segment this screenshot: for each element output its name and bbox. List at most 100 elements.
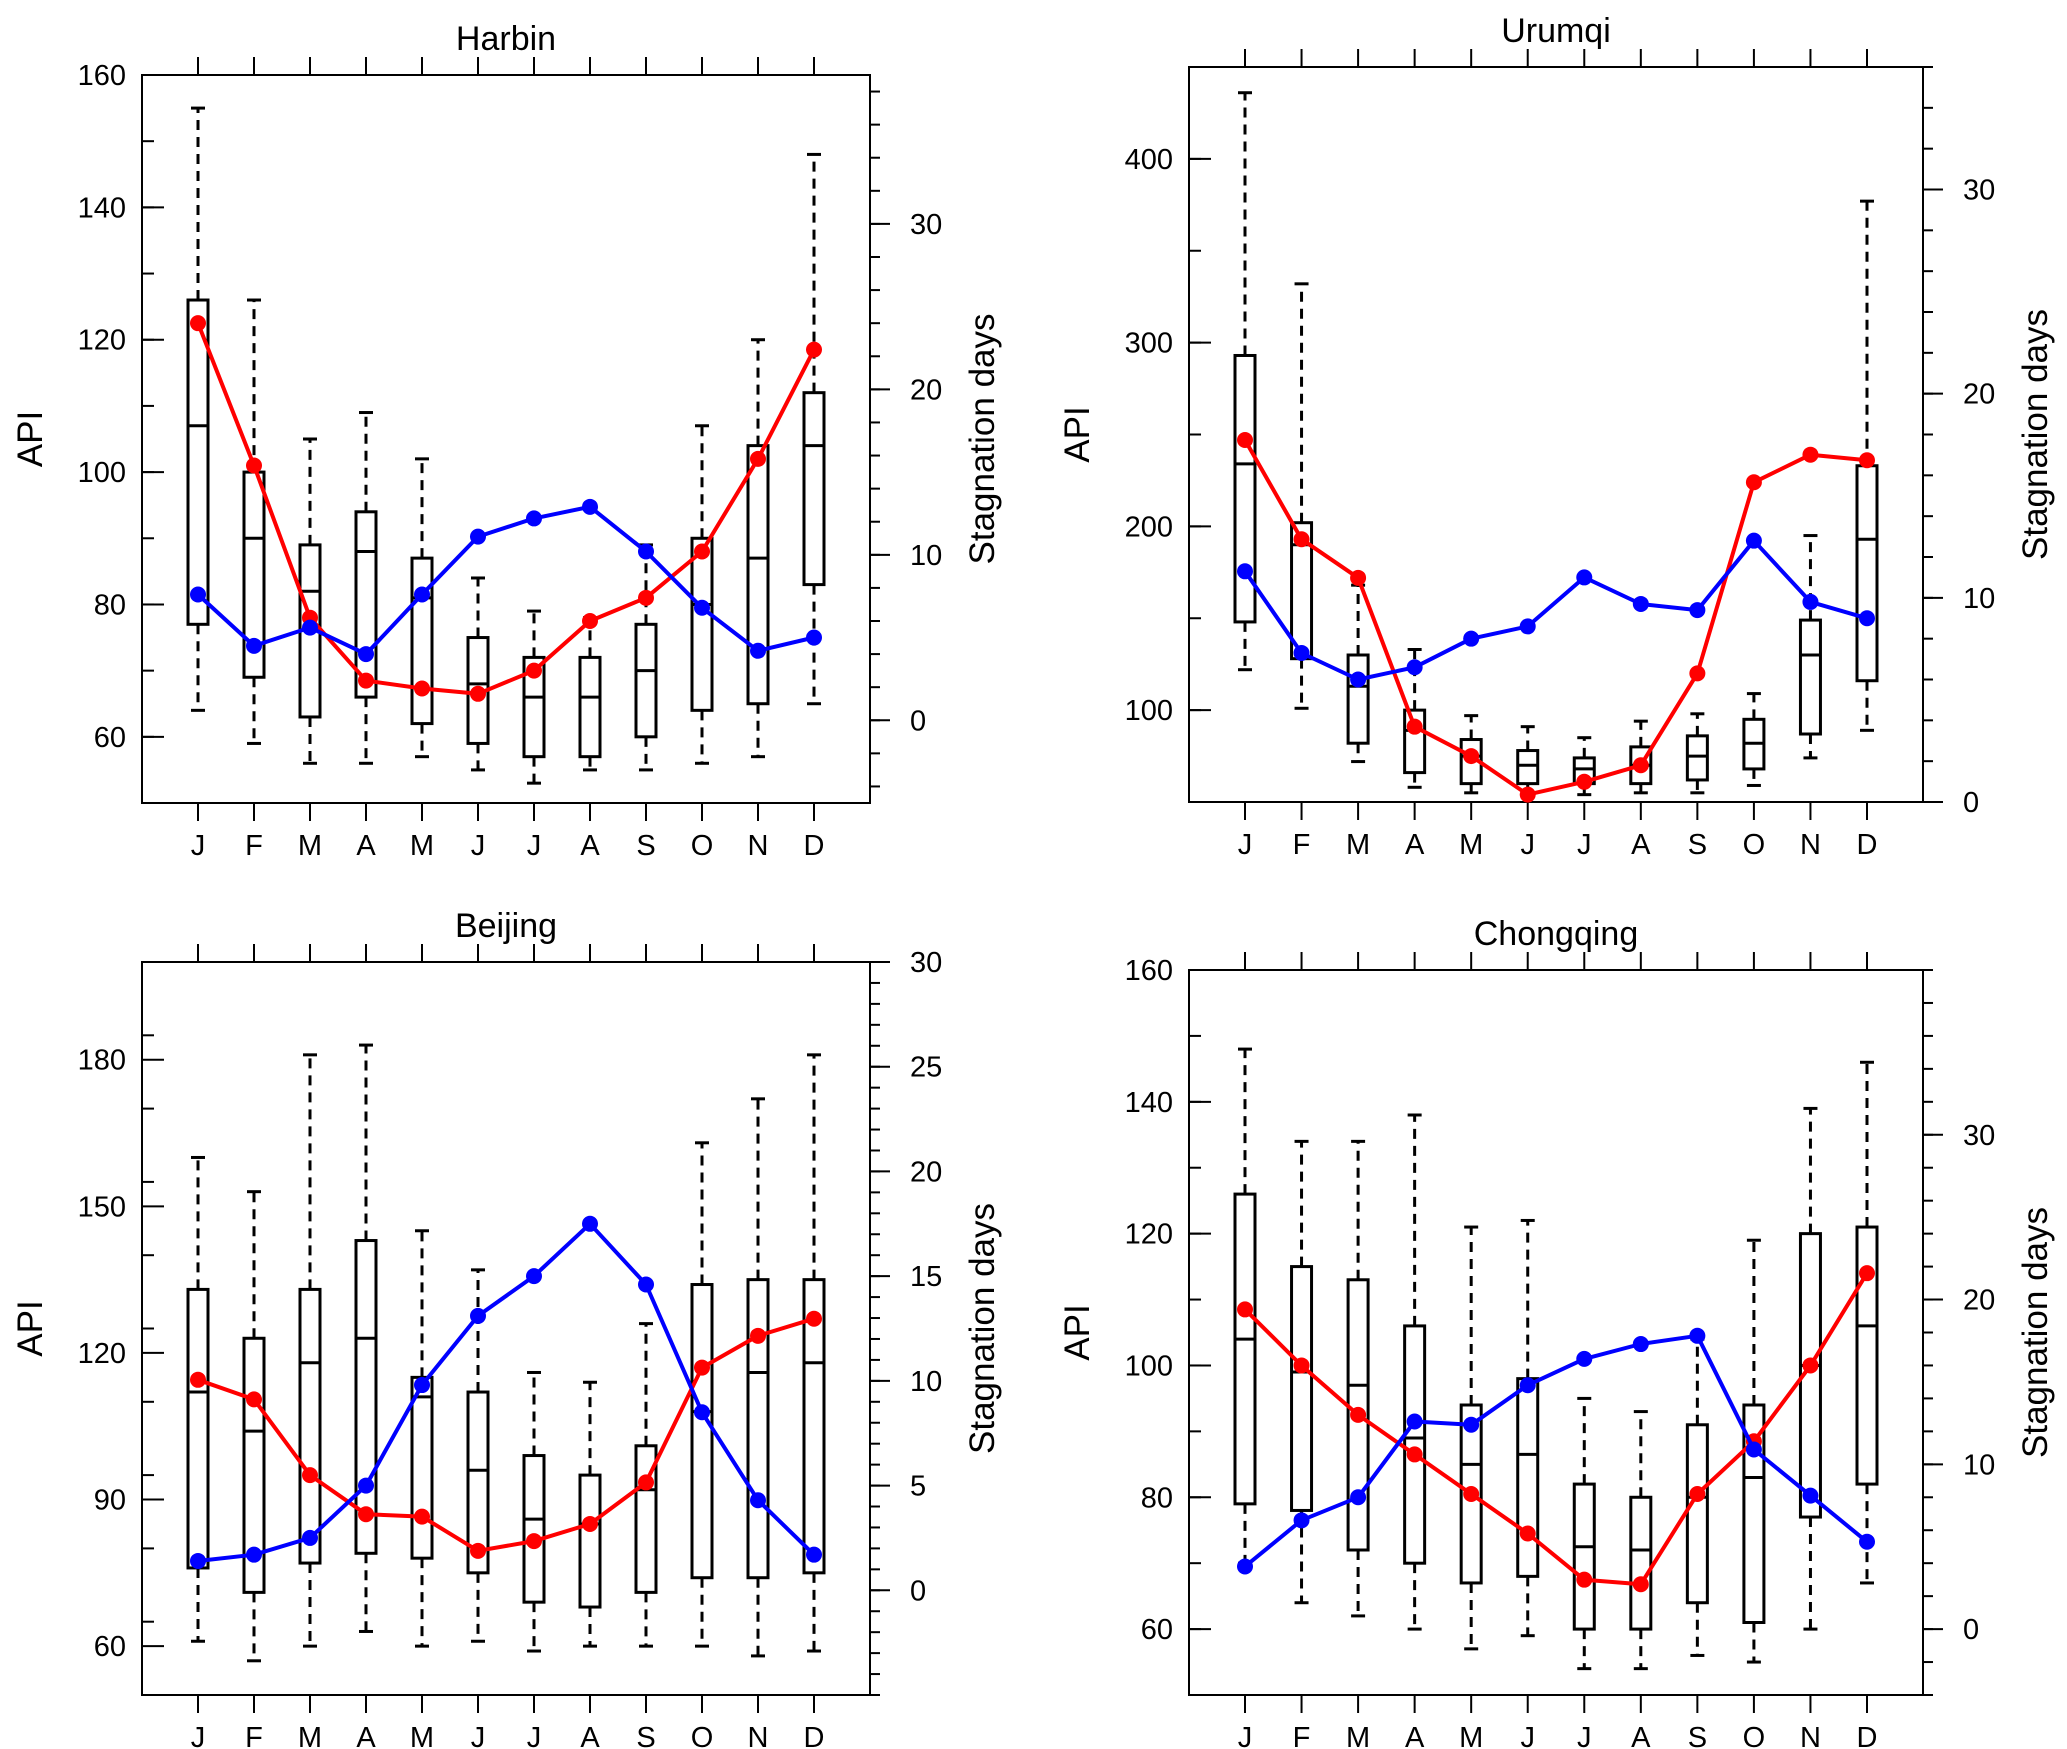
x-tick-label: F (245, 1722, 263, 1749)
x-tick-label: F (1293, 829, 1311, 861)
series-point-red (1802, 446, 1819, 463)
series-point-blue (806, 629, 822, 646)
y-tick-label: 100 (78, 457, 126, 489)
box-iqr (1798, 1232, 1822, 1519)
y2-axis-title: Stagnation days (2016, 1207, 2055, 1458)
y2-axis-title: Stagnation days (2016, 309, 2055, 560)
plot-frame (141, 74, 871, 804)
x-tick-label: A (1405, 1722, 1425, 1749)
box-7 (578, 616, 602, 772)
series-point-blue (414, 586, 430, 603)
series-point-blue (1350, 671, 1367, 688)
box-iqr (1290, 1265, 1314, 1512)
y2-tick-label: 10 (910, 540, 942, 572)
series-point-red (694, 1359, 710, 1376)
x-tick-label: J (1238, 1722, 1253, 1749)
box-1 (1290, 1139, 1314, 1605)
series-point-blue (1745, 532, 1762, 549)
y-tick-label: 80 (94, 589, 126, 621)
x-tick-label: M (1459, 829, 1483, 861)
x-tick-label: S (636, 830, 655, 862)
series-point-red (1745, 474, 1762, 491)
plot-frame (1188, 66, 1924, 803)
box-10 (1798, 534, 1822, 760)
box-0 (186, 106, 210, 712)
x-tick-label: J (471, 830, 486, 862)
series-point-blue (470, 1307, 486, 1324)
series-point-blue (246, 637, 262, 654)
box-iqr (522, 1454, 546, 1604)
box-4 (410, 457, 434, 759)
box-4 (410, 1229, 434, 1648)
series-point-red (694, 543, 710, 560)
box-iqr (1459, 1403, 1483, 1585)
box-7 (1629, 1410, 1653, 1671)
series-point-blue (1802, 1487, 1819, 1504)
series-point-blue (1293, 1512, 1310, 1529)
box-11 (802, 1053, 826, 1653)
y-axis-title: API (1058, 1304, 1097, 1360)
series-point-blue (470, 528, 486, 545)
x-tick-label: N (748, 830, 769, 862)
y2-tick-label: 30 (1963, 175, 1995, 207)
y-tick-label: 100 (1125, 1350, 1173, 1382)
box-iqr (1516, 749, 1540, 786)
series-point-blue (190, 586, 206, 603)
box-iqr (242, 1336, 266, 1594)
box-iqr (1685, 1423, 1709, 1605)
y2-tick-label: 30 (1963, 1120, 1995, 1152)
series-point-red (526, 662, 542, 679)
box-2 (298, 1053, 322, 1648)
y-tick-label: 150 (78, 1191, 126, 1223)
series-point-red (470, 685, 486, 702)
series-point-blue (526, 510, 542, 527)
box-10 (1798, 1106, 1822, 1631)
series-point-blue (246, 1546, 262, 1563)
chart-panel-harbin: Harbin J F M A M J J A S O N D 60 80 100 120 140 160 0 10 20 3… (11, 20, 1002, 862)
y2-axis-title: Stagnation days (963, 1203, 1002, 1454)
y-tick-label: 140 (1125, 1087, 1173, 1119)
box-iqr (1516, 1377, 1540, 1578)
y2-tick-label: 20 (1963, 379, 1995, 411)
x-tick-label: J (1238, 829, 1253, 861)
series-point-red (190, 1371, 206, 1388)
box-8 (1685, 712, 1709, 795)
box-iqr (522, 655, 546, 759)
x-tick-label: M (298, 830, 322, 862)
box-11 (802, 152, 826, 706)
series-point-red (246, 1391, 262, 1408)
box-6 (522, 1370, 546, 1653)
box-iqr (466, 1390, 490, 1575)
x-tick-label: J (1577, 829, 1592, 861)
series-point-blue (694, 1404, 710, 1421)
series-point-red (526, 1533, 542, 1550)
series-line-blue (196, 504, 815, 657)
series-point-blue (1237, 563, 1253, 580)
x-tick-label: M (298, 1722, 322, 1749)
y-tick-label: 400 (1125, 144, 1173, 176)
box-iqr (354, 510, 378, 699)
series-point-blue (1576, 569, 1593, 586)
y2-tick-label: 30 (910, 209, 942, 241)
y-tick-label: 300 (1125, 328, 1173, 360)
series-point-blue (582, 498, 598, 515)
series-point-red (470, 1542, 486, 1559)
series-point-blue (1293, 644, 1310, 661)
box-9 (690, 424, 714, 765)
y2-tick-label: 0 (910, 705, 926, 737)
series-point-blue (806, 1546, 822, 1563)
series-point-blue (1406, 1413, 1423, 1430)
box-iqr (802, 1278, 826, 1575)
y-tick-label: 60 (94, 722, 126, 754)
x-tick-label: A (1631, 829, 1651, 861)
series-point-red (1463, 748, 1480, 765)
box-iqr (1403, 708, 1427, 775)
series-point-red (1237, 1301, 1253, 1318)
box-6 (1572, 736, 1596, 797)
x-tick-label: J (471, 1722, 486, 1749)
series-point-red (358, 672, 374, 689)
box-1 (242, 1190, 266, 1663)
y-tick-label: 60 (1141, 1614, 1173, 1646)
box-10 (746, 1097, 770, 1658)
series-point-red (246, 457, 262, 474)
